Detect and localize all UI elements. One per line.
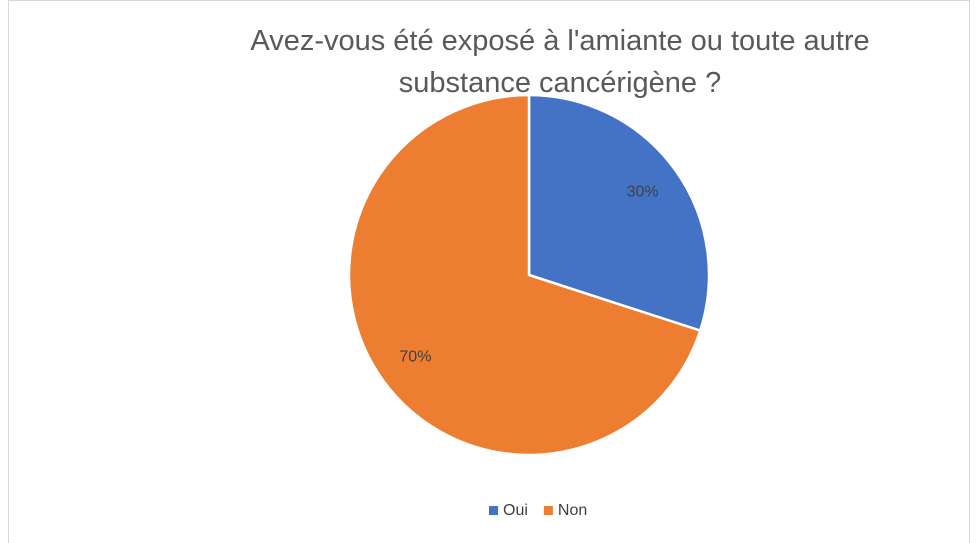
legend-label: Non [558, 502, 587, 519]
pie-slice [347, 93, 702, 457]
pie-slice [527, 93, 711, 333]
legend-swatch [489, 506, 498, 515]
data-label: 30% [627, 184, 659, 201]
legend-swatch [543, 506, 553, 515]
data-label: 70% [399, 349, 431, 366]
chart-border [8, 0, 970, 543]
chart-title: Avez-vous été exposé à l'amiante ou tout… [250, 25, 870, 99]
legend-label: Oui [503, 502, 528, 519]
